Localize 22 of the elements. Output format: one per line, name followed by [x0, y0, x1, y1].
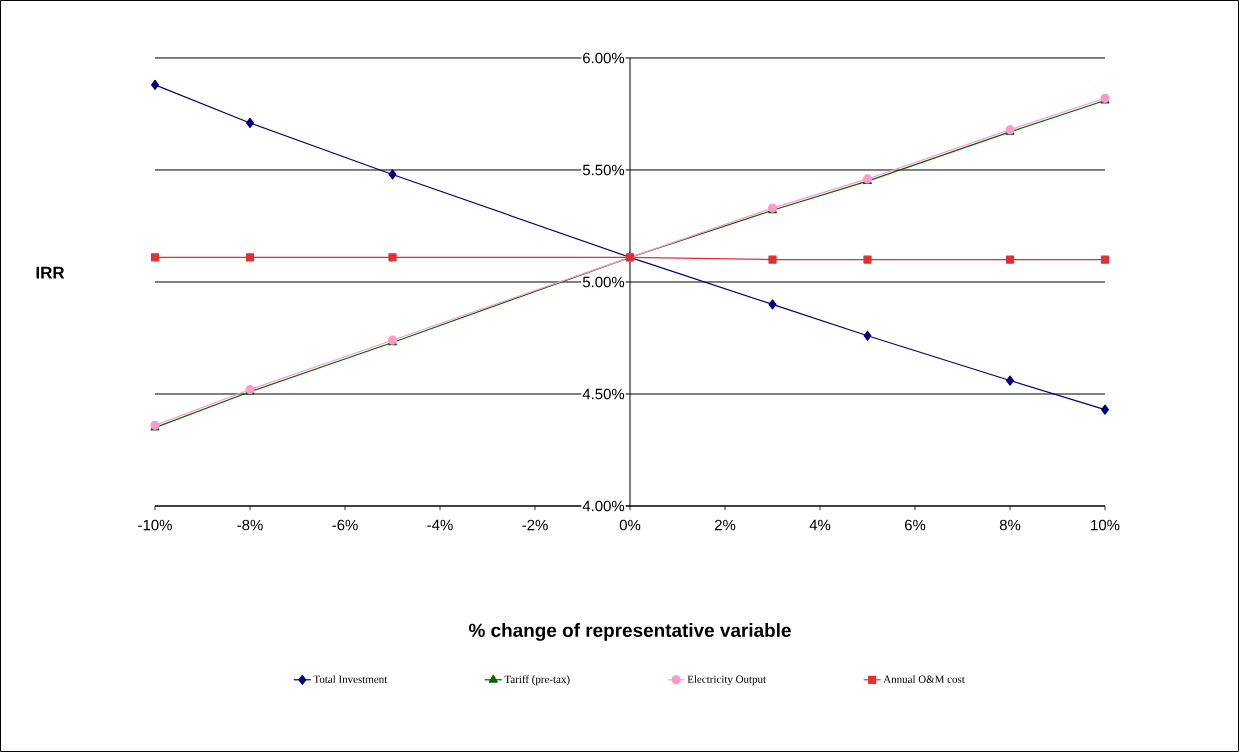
legend-label: Electricity Output — [687, 675, 767, 686]
x-tick-label: -8% — [237, 519, 263, 531]
x-tick-label: 2% — [714, 519, 736, 531]
legend-label: Tariff (pre-tax) — [504, 675, 570, 686]
x-tick-label: 10% — [1091, 519, 1120, 531]
x-axis-title: % change of representative variable — [468, 623, 791, 641]
y-tick-label: 5.00% — [582, 276, 625, 288]
legend-label: Annual O&M cost — [883, 675, 965, 683]
x-tick-label: -2% — [522, 519, 548, 531]
x-tick-label: -6% — [332, 519, 358, 531]
x-tick-label: -4% — [427, 519, 453, 531]
x-tick-label: 4% — [809, 519, 831, 531]
x-tick-label: -10% — [138, 519, 172, 531]
y-tick-label: 6.00% — [583, 52, 625, 64]
legend-label: Total Investment — [313, 675, 388, 683]
x-tick-label: 8% — [999, 519, 1021, 531]
y-tick-label: 5.50% — [582, 164, 625, 176]
y-tick-label: 4.00% — [582, 500, 625, 512]
x-tick-label: 0% — [619, 519, 641, 531]
y-tick-label: 4.50% — [582, 388, 625, 400]
x-tick-label: 6% — [904, 519, 926, 531]
y-axis-title: IRR — [36, 266, 65, 279]
